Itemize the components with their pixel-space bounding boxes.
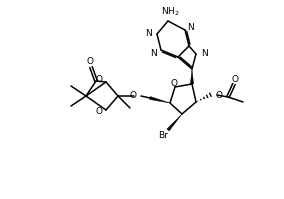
Polygon shape — [167, 114, 182, 131]
Text: N: N — [187, 22, 194, 31]
Text: NH$_2$: NH$_2$ — [161, 6, 179, 18]
Text: O: O — [216, 91, 223, 100]
Polygon shape — [150, 97, 170, 103]
Text: O: O — [170, 78, 178, 88]
Text: N: N — [145, 29, 152, 38]
Text: O: O — [95, 75, 102, 85]
Polygon shape — [190, 69, 194, 84]
Text: O: O — [231, 74, 239, 84]
Text: O: O — [130, 91, 137, 100]
Text: N: N — [150, 49, 157, 58]
Text: N: N — [201, 50, 208, 59]
Text: Br: Br — [158, 132, 168, 140]
Text: O: O — [87, 57, 93, 65]
Text: O: O — [95, 107, 102, 116]
